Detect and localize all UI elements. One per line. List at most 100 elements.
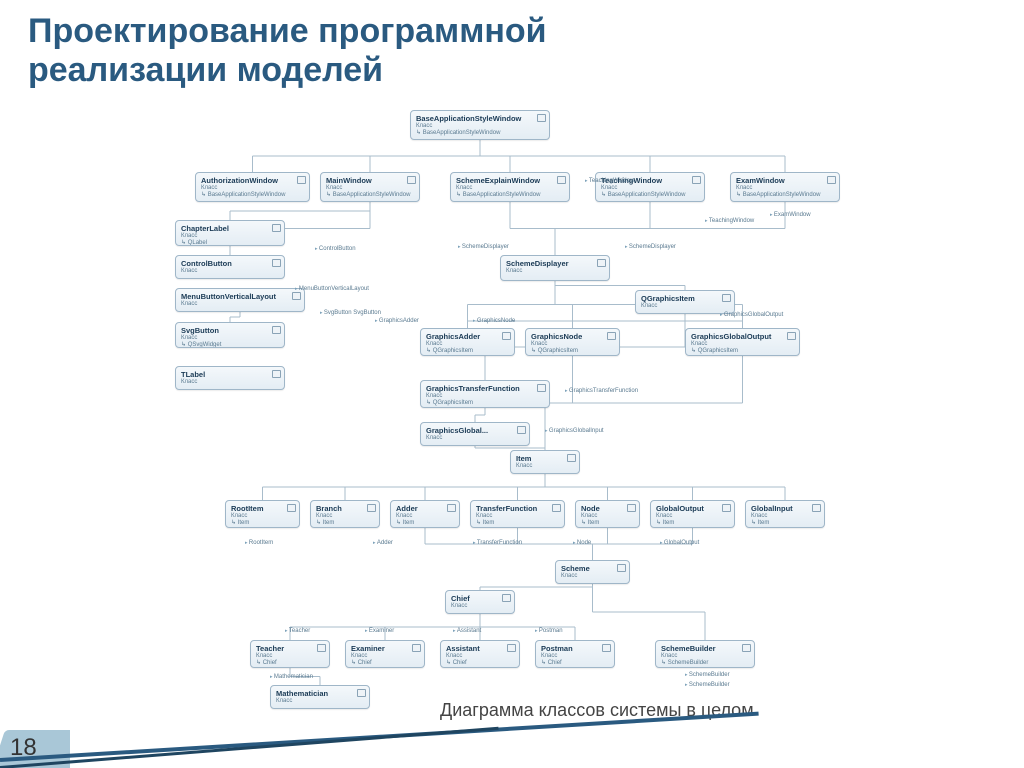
class-node-gout: GlobalOutputКласс↳ Item bbox=[650, 500, 735, 528]
chevron-icon bbox=[602, 644, 611, 652]
chevron-icon bbox=[412, 644, 421, 652]
edge-label: GlobalOutput bbox=[660, 540, 699, 546]
node-subtitle: ↳ BaseApplicationStyleWindow bbox=[201, 192, 304, 199]
node-title: Examiner bbox=[351, 644, 419, 653]
chevron-icon bbox=[827, 176, 836, 184]
edge-label: MenuButtonVerticalLayout bbox=[295, 286, 369, 292]
class-node-examw: ExamWindowКласс↳ BaseApplicationStyleWin… bbox=[730, 172, 840, 202]
chevron-icon bbox=[722, 504, 731, 512]
class-node-auth: AuthorizationWindowКласс↳ BaseApplicatio… bbox=[195, 172, 310, 202]
class-node-ggout: GraphicsGlobalOutputКласс↳ QGraphicsItem bbox=[685, 328, 800, 356]
node-subtitle: Класс bbox=[416, 123, 544, 130]
node-title: GraphicsNode bbox=[531, 332, 614, 341]
class-node-qgitem: QGraphicsItemКласс bbox=[635, 290, 735, 314]
node-subtitle: Класс bbox=[661, 653, 749, 660]
node-subtitle: Класс bbox=[446, 653, 514, 660]
decorative-line bbox=[0, 727, 499, 768]
class-node-gnode: GraphicsNodeКласс↳ QGraphicsItem bbox=[525, 328, 620, 356]
node-subtitle: Класс bbox=[396, 513, 454, 520]
node-title: MenuButtonVerticalLayout bbox=[181, 292, 299, 301]
edge-label: Postman bbox=[535, 628, 563, 634]
node-title: ExamWindow bbox=[736, 176, 834, 185]
chevron-icon bbox=[742, 644, 751, 652]
node-title: SchemeExplainWindow bbox=[456, 176, 564, 185]
node-subtitle: Класс bbox=[181, 379, 279, 386]
chevron-icon bbox=[567, 454, 576, 462]
node-subtitle: ↳ BaseApplicationStyleWindow bbox=[456, 192, 564, 199]
node-title: Teacher bbox=[256, 644, 324, 653]
node-title: Assistant bbox=[446, 644, 514, 653]
edge-label: TransferFunction bbox=[473, 540, 522, 546]
chevron-icon bbox=[272, 326, 281, 334]
node-title: GraphicsTransferFunction bbox=[426, 384, 544, 393]
chevron-icon bbox=[407, 176, 416, 184]
node-subtitle: ↳ QGraphicsItem bbox=[691, 348, 794, 355]
node-subtitle: Класс bbox=[476, 513, 559, 520]
class-diagram: BaseApplicationStyleWindowКласс↳ BaseApp… bbox=[165, 110, 885, 700]
chevron-icon bbox=[272, 224, 281, 232]
node-title: BaseApplicationStyleWindow bbox=[416, 114, 544, 123]
chevron-icon bbox=[812, 504, 821, 512]
chevron-icon bbox=[617, 564, 626, 572]
node-subtitle: Класс bbox=[426, 435, 524, 442]
node-subtitle: Класс bbox=[256, 653, 324, 660]
class-node-teacher: TeacherКласс↳ Chief bbox=[250, 640, 330, 668]
node-subtitle: Класс bbox=[351, 653, 419, 660]
class-node-chlabel: ChapterLabelКласс↳ QLabel bbox=[175, 220, 285, 246]
chevron-icon bbox=[607, 332, 616, 340]
node-subtitle: ↳ BaseApplicationStyleWindow bbox=[326, 192, 414, 199]
class-node-postman: PostmanКласс↳ Chief bbox=[535, 640, 615, 668]
node-title: Adder bbox=[396, 504, 454, 513]
chevron-icon bbox=[272, 370, 281, 378]
node-subtitle: Класс bbox=[581, 513, 634, 520]
chevron-icon bbox=[517, 426, 526, 434]
node-subtitle: ↳ QGraphicsItem bbox=[426, 348, 509, 355]
edge-label: Examiner bbox=[365, 628, 394, 634]
node-subtitle: Класс bbox=[276, 698, 364, 705]
class-node-cbtn: ControlButtonКласс bbox=[175, 255, 285, 279]
edge-label: GraphicsGlobalInput bbox=[545, 428, 604, 434]
class-node-mathm: MathematicianКласс bbox=[270, 685, 370, 709]
class-node-tfunc: TransferFunctionКласс↳ Item bbox=[470, 500, 565, 528]
class-node-root: BaseApplicationStyleWindowКласс↳ BaseApp… bbox=[410, 110, 550, 140]
node-subtitle: ↳ Chief bbox=[446, 660, 514, 667]
node-title: SvgButton bbox=[181, 326, 279, 335]
class-node-examiner: ExaminerКласс↳ Chief bbox=[345, 640, 425, 668]
chevron-icon bbox=[597, 259, 606, 267]
chevron-icon bbox=[537, 114, 546, 122]
node-title: TLabel bbox=[181, 370, 279, 379]
node-subtitle: ↳ QLabel bbox=[181, 240, 279, 246]
node-subtitle: ↳ Item bbox=[316, 520, 374, 527]
node-subtitle: Класс bbox=[201, 185, 304, 192]
node-title: Branch bbox=[316, 504, 374, 513]
chevron-icon bbox=[787, 332, 796, 340]
node-subtitle: ↳ BaseApplicationStyleWindow bbox=[736, 192, 834, 199]
node-title: MainWindow bbox=[326, 176, 414, 185]
class-node-schexp: SchemeExplainWindowКласс↳ BaseApplicatio… bbox=[450, 172, 570, 202]
node-subtitle: ↳ Item bbox=[581, 520, 634, 527]
class-node-gglobal: GraphicsGlobal...Класс bbox=[420, 422, 530, 446]
chevron-icon bbox=[272, 259, 281, 267]
chevron-icon bbox=[627, 504, 636, 512]
node-subtitle: Класс bbox=[426, 341, 509, 348]
node-title: ControlButton bbox=[181, 259, 279, 268]
chevron-icon bbox=[502, 594, 511, 602]
edge-label: GraphicsNode bbox=[473, 318, 515, 324]
node-subtitle: ↳ Item bbox=[476, 520, 559, 527]
node-subtitle: Класс bbox=[181, 268, 279, 275]
chevron-icon bbox=[292, 292, 301, 300]
chevron-icon bbox=[297, 176, 306, 184]
node-title: Item bbox=[516, 454, 574, 463]
node-title: SchemeDisplayer bbox=[506, 259, 604, 268]
edge-label: Assistant bbox=[453, 628, 481, 634]
edge-label: SchemeDisplayer bbox=[625, 244, 676, 250]
node-title: Scheme bbox=[561, 564, 624, 573]
chevron-icon bbox=[692, 176, 701, 184]
node-subtitle: Класс bbox=[231, 513, 294, 520]
node-subtitle: Класс bbox=[516, 463, 574, 470]
node-subtitle: Класс bbox=[451, 603, 509, 610]
node-subtitle: ↳ BaseApplicationStyleWindow bbox=[416, 130, 544, 137]
edge-label: GraphicsGlobalOutput bbox=[720, 312, 783, 318]
node-subtitle: Класс bbox=[641, 303, 729, 310]
node-title: GlobalOutput bbox=[656, 504, 729, 513]
